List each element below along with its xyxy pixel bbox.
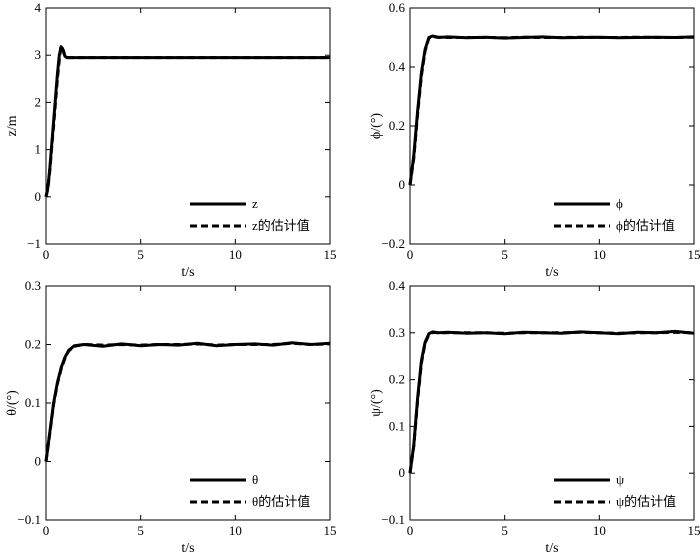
y-tick-label: −0.2 xyxy=(381,236,405,251)
series-line-estimate xyxy=(408,330,695,474)
x-tick-label: 10 xyxy=(229,247,242,262)
y-axis-label: ϕ/(°) xyxy=(369,113,384,140)
x-tick-label: 10 xyxy=(593,247,606,262)
x-tick-label: 15 xyxy=(688,523,700,538)
y-tick-label: 0.3 xyxy=(25,278,41,293)
x-tick-label: 0 xyxy=(407,523,414,538)
x-tick-label: 15 xyxy=(324,523,337,538)
y-tick-label: 0.1 xyxy=(25,395,41,410)
x-tick-label: 0 xyxy=(43,523,50,538)
x-tick-label: 15 xyxy=(324,247,337,262)
series-line-actual xyxy=(408,329,695,474)
x-axis-label: t/s xyxy=(181,541,194,556)
y-tick-label: 0.2 xyxy=(389,118,405,133)
plot-frame xyxy=(409,7,695,245)
y-tick-label: 0 xyxy=(35,454,42,469)
y-axis-label: z/m xyxy=(5,115,20,136)
legend-label: ψ的估计值 xyxy=(616,494,676,509)
x-tick-label: 10 xyxy=(229,523,242,538)
y-tick-label: −0.1 xyxy=(17,512,41,527)
y-tick-label: 0.1 xyxy=(389,418,405,433)
plot-frame xyxy=(45,285,331,521)
series-line-estimate xyxy=(408,35,695,186)
legend-label: ϕ xyxy=(616,196,623,211)
y-axis-label: θ/(°) xyxy=(5,390,20,416)
y-tick-label: 0 xyxy=(399,177,406,192)
x-tick-label: 0 xyxy=(407,247,414,262)
x-tick-label: 5 xyxy=(501,247,508,262)
x-tick-label: 15 xyxy=(688,247,700,262)
y-axis-label: ψ/(°) xyxy=(369,389,384,417)
y-tick-label: 0.2 xyxy=(25,337,41,352)
series-line-actual xyxy=(408,34,695,186)
legend-label: z xyxy=(252,196,258,211)
y-tick-label: 0.3 xyxy=(389,325,405,340)
x-tick-label: 5 xyxy=(137,247,144,262)
x-axis-label: t/s xyxy=(545,265,558,280)
plot-frame xyxy=(409,285,695,521)
y-tick-label: 0.4 xyxy=(389,59,406,74)
legend-label: θ的估计值 xyxy=(252,494,310,509)
x-tick-label: 10 xyxy=(593,523,606,538)
y-tick-label: 3 xyxy=(35,47,42,62)
y-tick-label: 0.4 xyxy=(389,278,406,293)
y-tick-label: 2 xyxy=(35,94,42,109)
legend-label: z的估计值 xyxy=(252,218,310,233)
y-tick-label: 0.6 xyxy=(389,0,406,15)
x-tick-label: 5 xyxy=(137,523,144,538)
x-tick-label: 5 xyxy=(501,523,508,538)
y-tick-label: 0.2 xyxy=(389,372,405,387)
y-tick-label: 4 xyxy=(35,0,42,15)
series-line-actual xyxy=(44,45,330,198)
y-tick-label: 0 xyxy=(399,465,406,480)
y-tick-label: 0 xyxy=(35,189,42,204)
x-axis-label: t/s xyxy=(545,541,558,556)
plot-frame xyxy=(45,7,331,245)
y-tick-label: −1 xyxy=(27,236,41,251)
legend-label: ϕ的估计值 xyxy=(616,218,675,233)
legend-label: ψ xyxy=(616,472,624,487)
series-line-actual xyxy=(44,341,331,462)
series-line-estimate xyxy=(44,341,331,462)
y-tick-label: 1 xyxy=(35,142,42,157)
y-tick-label: −0.1 xyxy=(381,512,405,527)
series-line-estimate xyxy=(44,44,330,198)
x-axis-label: t/s xyxy=(181,265,194,280)
x-tick-label: 0 xyxy=(43,247,50,262)
legend-label: θ xyxy=(252,472,258,487)
